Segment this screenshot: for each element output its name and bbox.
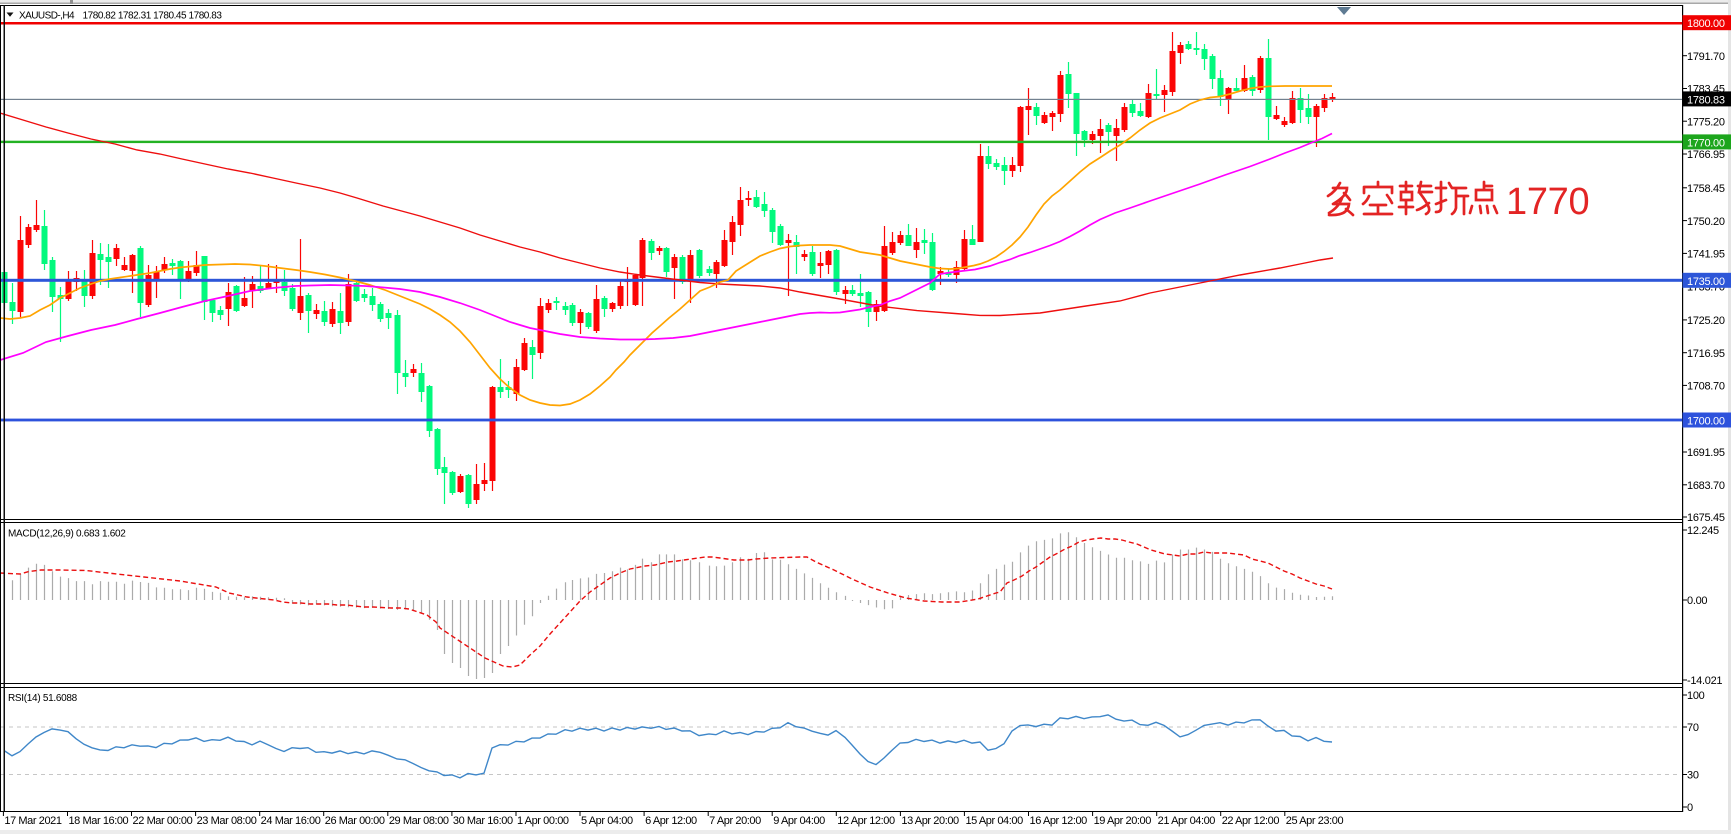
svg-text:12.245: 12.245: [1687, 525, 1719, 537]
svg-text:-14.021: -14.021: [1687, 675, 1722, 687]
svg-text:XAUUSD-,H4: XAUUSD-,H4: [19, 11, 75, 22]
svg-text:1683.70: 1683.70: [1687, 480, 1725, 492]
svg-text:12 Apr 12:00: 12 Apr 12:00: [837, 815, 895, 827]
svg-text:1691.95: 1691.95: [1687, 447, 1725, 459]
svg-text:MACD(12,26,9) 0.683 1.602: MACD(12,26,9) 0.683 1.602: [8, 529, 126, 540]
svg-text:25 Apr 23:00: 25 Apr 23:00: [1286, 815, 1344, 827]
svg-text:5 Apr 04:00: 5 Apr 04:00: [581, 815, 633, 827]
svg-text:13 Apr 20:00: 13 Apr 20:00: [901, 815, 959, 827]
svg-text:15 Apr 04:00: 15 Apr 04:00: [965, 815, 1023, 827]
svg-text:6 Apr 12:00: 6 Apr 12:00: [645, 815, 697, 827]
svg-text:30: 30: [1687, 770, 1699, 782]
svg-text:26 Mar 00:00: 26 Mar 00:00: [325, 815, 385, 827]
svg-text:1735.00: 1735.00: [1687, 276, 1725, 288]
svg-text:19 Apr 20:00: 19 Apr 20:00: [1094, 815, 1152, 827]
svg-text:16 Apr 12:00: 16 Apr 12:00: [1030, 815, 1088, 827]
svg-text:1675.45: 1675.45: [1687, 512, 1725, 524]
svg-text:30 Mar 16:00: 30 Mar 16:00: [453, 815, 513, 827]
svg-text:1780.82 1782.31 1780.45 1780.8: 1780.82 1782.31 1780.45 1780.83: [83, 11, 223, 22]
svg-text:1750.20: 1750.20: [1687, 216, 1725, 228]
svg-text:22 Apr 12:00: 22 Apr 12:00: [1222, 815, 1280, 827]
svg-text:0.00: 0.00: [1687, 595, 1707, 607]
svg-text:23 Mar 08:00: 23 Mar 08:00: [197, 815, 257, 827]
svg-text:1766.95: 1766.95: [1687, 149, 1725, 161]
svg-text:1791.70: 1791.70: [1687, 51, 1725, 63]
svg-text:70: 70: [1687, 722, 1699, 734]
svg-text:1775.20: 1775.20: [1687, 116, 1725, 128]
svg-text:1708.70: 1708.70: [1687, 381, 1725, 393]
svg-text:29 Mar 08:00: 29 Mar 08:00: [389, 815, 449, 827]
svg-text:100: 100: [1687, 690, 1705, 702]
svg-text:1758.45: 1758.45: [1687, 183, 1725, 195]
svg-text:RSI(14) 51.6088: RSI(14) 51.6088: [8, 693, 78, 704]
svg-text:1800.00: 1800.00: [1687, 18, 1725, 30]
svg-text:1700.00: 1700.00: [1687, 416, 1725, 428]
svg-text:1 Apr 00:00: 1 Apr 00:00: [517, 815, 569, 827]
svg-text:1770: 1770: [1506, 181, 1589, 223]
svg-text:1780.83: 1780.83: [1687, 94, 1725, 106]
svg-text:9 Apr 04:00: 9 Apr 04:00: [773, 815, 825, 827]
svg-text:18 Mar 16:00: 18 Mar 16:00: [68, 815, 128, 827]
svg-text:1741.95: 1741.95: [1687, 249, 1725, 261]
svg-text:17 Mar 2021: 17 Mar 2021: [4, 815, 61, 827]
svg-text:1716.95: 1716.95: [1687, 348, 1725, 360]
svg-text:0: 0: [1687, 802, 1693, 814]
svg-text:24 Mar 16:00: 24 Mar 16:00: [261, 815, 321, 827]
svg-text:7 Apr 20:00: 7 Apr 20:00: [709, 815, 761, 827]
svg-text:21 Apr 04:00: 21 Apr 04:00: [1158, 815, 1216, 827]
svg-text:1770.00: 1770.00: [1687, 137, 1725, 149]
svg-text:22 Mar 00:00: 22 Mar 00:00: [133, 815, 193, 827]
svg-text:1725.20: 1725.20: [1687, 315, 1725, 327]
